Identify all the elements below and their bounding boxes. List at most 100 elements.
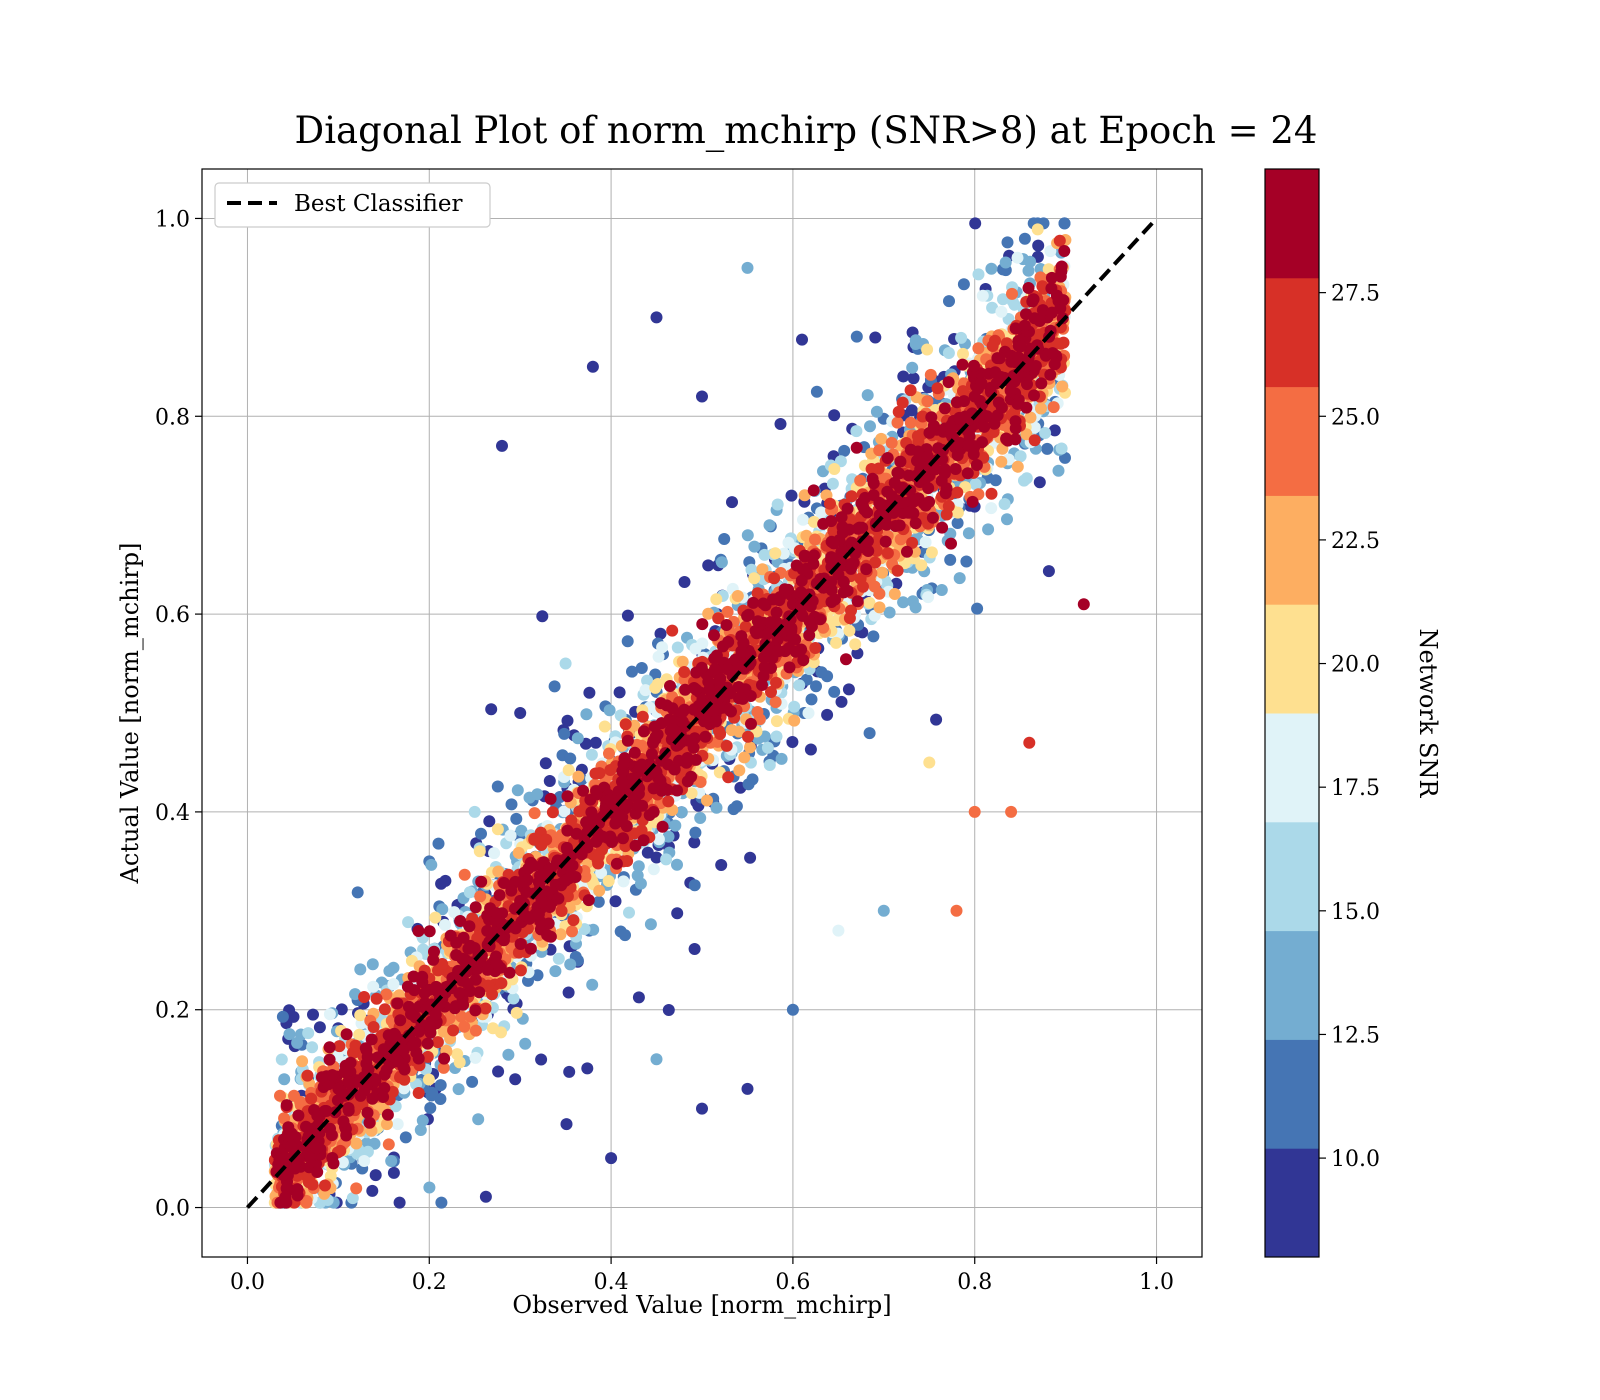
scatter-point: [619, 929, 631, 942]
scatter-point: [510, 1006, 523, 1019]
scatter-point: [721, 605, 734, 618]
scatter-point: [769, 547, 782, 560]
scatter-point: [676, 655, 689, 668]
scatter-point: [995, 455, 1008, 468]
scatter-point: [971, 602, 984, 615]
scatter-point: [1032, 239, 1045, 252]
scatter-point: [741, 1082, 754, 1095]
scatter-point: [491, 823, 504, 836]
scatter-point: [587, 923, 600, 936]
scatter-point: [864, 420, 876, 433]
scatter-point: [997, 293, 1009, 306]
scatter-point: [744, 851, 757, 864]
scatter-point: [922, 591, 935, 604]
scatter-point: [507, 992, 520, 1005]
scatter-point: [748, 540, 761, 553]
scatter-point: [968, 805, 981, 818]
scatter-point: [976, 289, 989, 302]
scatter-point: [660, 853, 673, 866]
scatter-point: [1052, 464, 1065, 477]
scatter-point: [828, 463, 841, 475]
scatter-point: [598, 720, 611, 733]
scatter-point: [539, 757, 552, 770]
scatter-point: [531, 969, 544, 982]
scatter-point: [828, 409, 841, 422]
scatter-point: [426, 1086, 439, 1099]
scatter-point: [796, 333, 808, 346]
scatter-point: [369, 1169, 382, 1182]
scatter-point: [593, 884, 606, 897]
scatter-point: [1039, 427, 1052, 439]
scatter-point: [443, 1012, 456, 1025]
scatter-point: [528, 807, 541, 820]
scatter-point: [999, 256, 1012, 269]
scatter-point: [662, 1004, 675, 1016]
scatter-point: [350, 1182, 363, 1195]
scatter-point: [763, 519, 776, 532]
scatter-point: [957, 278, 970, 291]
scatter-point: [921, 395, 934, 408]
scatter-point: [989, 474, 1002, 487]
scatter-point: [897, 370, 910, 383]
scatter-point: [1001, 513, 1013, 526]
scatter-point: [425, 858, 438, 871]
scatter-point: [921, 343, 934, 356]
scatter-point: [957, 347, 969, 360]
scatter-point: [510, 812, 523, 825]
scatter-point: [849, 638, 862, 651]
scatter-point: [387, 978, 400, 991]
scatter-point: [434, 1093, 447, 1105]
scatter-point: [798, 489, 811, 502]
scatter-point: [775, 752, 788, 765]
scatter-point: [1005, 805, 1018, 818]
scatter-point: [1001, 236, 1014, 249]
scatter-point: [382, 1138, 395, 1151]
scatter-point: [904, 416, 917, 429]
scatter-point: [448, 906, 461, 919]
scatter-point: [491, 780, 504, 793]
scatter-point: [876, 566, 889, 579]
scatter-point: [366, 958, 379, 971]
scatter-point: [671, 641, 684, 654]
scatter-point: [810, 385, 823, 398]
scatter-point: [890, 577, 903, 590]
scatter-point: [909, 601, 922, 614]
scatter-point: [350, 1137, 363, 1150]
scatter-point: [416, 1114, 429, 1127]
scatter-point: [623, 906, 635, 919]
scatter-point: [492, 1065, 505, 1078]
scatter-point: [769, 696, 782, 709]
scatter-point: [985, 262, 998, 275]
scatter-point: [1002, 313, 1015, 325]
scatter-point: [972, 342, 985, 355]
scatter-point: [452, 1083, 465, 1096]
scatter-point: [603, 704, 616, 717]
scatter-point: [1047, 401, 1060, 414]
scatter-point: [302, 1027, 315, 1040]
scatter-point: [969, 217, 982, 230]
scatter-point: [346, 1192, 359, 1205]
scatter-point: [955, 331, 968, 344]
scatter-point: [951, 506, 964, 519]
scatter-point: [867, 630, 880, 643]
scatter-point: [313, 1021, 326, 1034]
scatter-point: [751, 706, 764, 718]
scatter-point: [654, 627, 667, 640]
scatter-point: [548, 680, 561, 693]
scatter-point: [804, 743, 817, 756]
scatter-point: [451, 1048, 464, 1061]
scatter-point: [399, 1131, 412, 1144]
scatter-point: [944, 553, 957, 566]
scatter-point: [472, 1113, 485, 1126]
scatter-point: [605, 1152, 618, 1165]
scatter-point: [758, 548, 771, 561]
scatter-point: [962, 527, 975, 540]
scatter-point: [380, 1118, 393, 1131]
scatter-point: [435, 1196, 448, 1209]
scatter-point: [870, 405, 883, 418]
scatter-point: [924, 368, 937, 381]
scatter-point: [906, 361, 919, 374]
scatter-point: [502, 1048, 515, 1061]
scatter-point: [733, 764, 746, 777]
